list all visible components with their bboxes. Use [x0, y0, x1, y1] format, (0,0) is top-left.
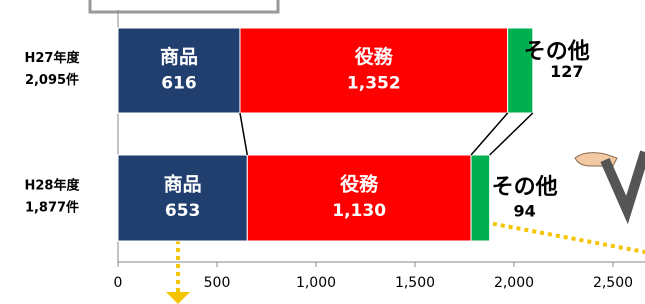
- bar-segment: [240, 28, 508, 113]
- category-label: H27年度: [25, 50, 81, 66]
- series-name: その他: [524, 40, 590, 65]
- x-tick-label: 1,500: [395, 275, 435, 291]
- bar-segment: [118, 28, 240, 113]
- connector-line: [490, 113, 533, 155]
- value-label: 127: [550, 62, 583, 81]
- value-label: 94: [514, 202, 536, 221]
- series-name: その他: [492, 175, 558, 200]
- value-label: 616: [161, 74, 197, 94]
- x-tick-label: 0: [114, 275, 123, 291]
- category-label: H28年度: [25, 178, 81, 194]
- x-tick-label: 2,500: [593, 275, 633, 291]
- value-label: 1,352: [347, 74, 401, 94]
- series-name: 商品: [164, 173, 202, 196]
- bar-segment: [247, 155, 471, 241]
- value-label: 653: [165, 201, 201, 221]
- bar-segment: [118, 155, 247, 241]
- series-name: 役務: [355, 45, 394, 68]
- bar-segment: [471, 155, 490, 241]
- value-label: 1,130: [332, 201, 386, 221]
- x-tick-label: 1,000: [296, 275, 336, 291]
- arrow-head: [166, 292, 190, 304]
- category-count: 1,877件: [25, 200, 79, 216]
- x-tick-label: 500: [204, 275, 231, 291]
- chart: 05001,0001,5002,0002,500H27年度2,095件商品616…: [0, 0, 645, 304]
- hand-figure: [575, 152, 645, 210]
- series-name: 商品: [160, 45, 198, 68]
- category-count: 2,095件: [25, 72, 79, 88]
- connector-line: [471, 113, 508, 155]
- x-tick-label: 2,000: [494, 275, 534, 291]
- series-name: 役務: [340, 173, 379, 196]
- connector-line: [240, 113, 247, 155]
